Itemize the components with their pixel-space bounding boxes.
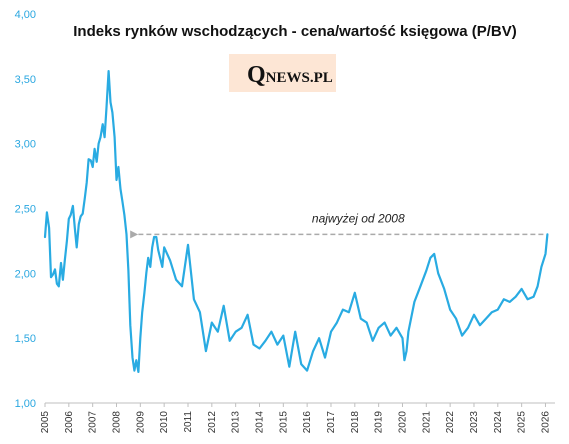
logo-q: Q [247,62,266,88]
y-tick-label: 2,50 [15,204,36,216]
x-tick-label: 2005 [40,411,51,434]
x-tick-label: 2026 [540,411,551,434]
logo-rest: NEWS.PL [266,70,333,86]
logo: QNEWS.PL [229,54,336,92]
x-tick-label: 2021 [421,411,432,434]
x-tick-label: 2013 [231,411,242,434]
x-tick-label: 2024 [493,411,504,434]
y-tick-label: 3,50 [15,74,36,86]
x-tick-label: 2018 [350,411,361,434]
x-tick-label: 2010 [159,411,170,434]
x-tick-label: 2007 [88,411,99,434]
x-tick-label: 2019 [374,411,385,434]
chart-title: Indeks rynków wschodzących - cena/wartoś… [73,23,516,40]
x-tick-label: 2020 [397,411,408,434]
annotation-label: najwyżej od 2008 [312,211,405,225]
x-tick-label: 2022 [445,411,456,434]
x-tick-label: 2017 [326,411,337,434]
x-tick-label: 2025 [517,411,528,434]
y-axis: 1,00 1,50 2,00 2,50 3,00 3,50 4,00 [15,9,36,410]
x-tick-label: 2016 [302,411,313,434]
x-tick-label: 2011 [183,411,194,433]
x-tick-label: 2023 [469,411,480,434]
y-tick-label: 1,50 [15,333,36,345]
logo-text: QNEWS.PL [247,62,333,88]
series-group [43,69,549,373]
x-tick-label: 2006 [64,411,75,434]
y-tick-label: 2,00 [15,268,36,280]
x-tick-label: 2014 [254,411,265,434]
y-tick-label: 1,00 [15,398,36,410]
x-tick-label: 2015 [278,411,289,434]
x-axis: 2005 2006 2007 2008 2009 2010 2011 2012 2013 2014… [40,402,555,434]
y-tick-label: 3,00 [15,139,36,151]
series-line-pbv [43,69,549,373]
x-tick-label: 2009 [135,411,146,434]
y-tick-label: 4,00 [15,9,36,21]
x-tick-label: 2008 [111,411,122,434]
logo-background [229,54,336,92]
x-tick-label: 2012 [207,411,218,434]
